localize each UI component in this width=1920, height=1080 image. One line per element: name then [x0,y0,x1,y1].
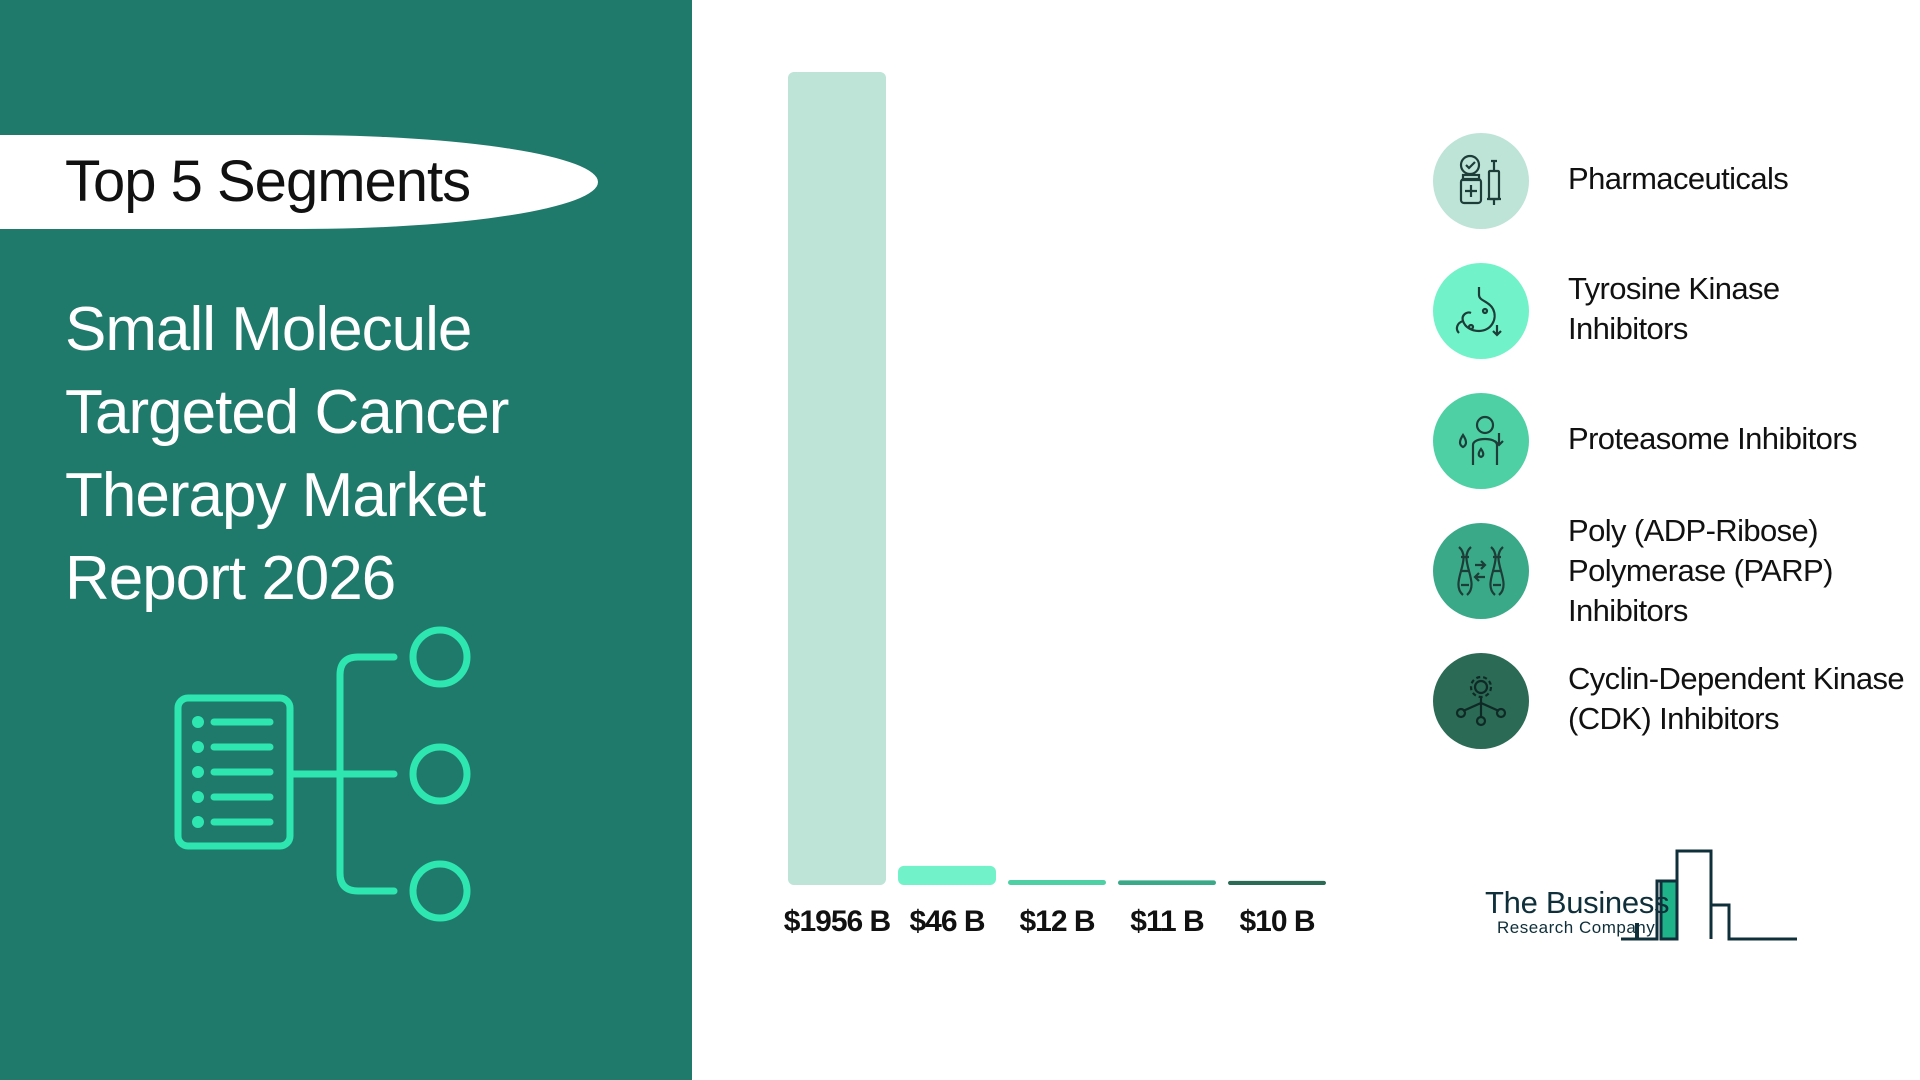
document-lines [192,716,274,828]
legend-label-5: Cyclin-Dependent Kinase (CDK) Inhibitors [1568,659,1905,739]
bar-value-label-1: $1956 B [784,905,891,938]
bar-value-label-3: $12 B [1019,905,1094,938]
brand-bars-icon [1621,849,1797,941]
legend-item-tyrosine-kinase: Tyrosine Kinase Inhibitors [1433,263,1913,359]
legend-label-4: Poly (ADP-Ribose) Polymerase (PARP) Inhi… [1568,511,1833,631]
bar-1 [788,72,886,885]
legend-label-3-line-1: Proteasome Inhibitors [1568,421,1858,456]
legend-circle-4 [1433,523,1529,619]
patient-dehydration-icon [1458,415,1504,465]
brand-name-line-1: The Business [1485,885,1670,920]
legend-label-4-line-3: Inhibitors [1568,593,1688,628]
bar-value-label-4: $11 B [1130,905,1204,938]
legend-label-4-line-1: Poly (ADP-Ribose) [1568,513,1819,548]
dna-icon [1457,546,1505,596]
report-title-line-1: Small Molecule [65,295,472,364]
bars-group [788,72,1326,885]
stomach-icon [1455,287,1502,337]
branch-connectors [286,653,398,895]
header-pill [0,135,598,229]
legend-label-2-line-2: Inhibitors [1568,311,1688,346]
bar-3 [1008,880,1106,885]
legend-label-4-line-2: Polymerase (PARP) [1568,553,1833,588]
bar-2 [898,865,996,885]
report-title-line-4: Report 2026 [65,544,396,613]
report-title-line-3: Therapy Market [65,461,486,530]
legend-label-1: Pharmaceuticals [1568,159,1789,199]
bar-value-label-5: $10 B [1239,905,1314,938]
legend-item-cdk: Cyclin-Dependent Kinase (CDK) Inhibitors [1433,653,1913,749]
branch-node-middle [409,743,471,805]
legend-item-proteasome: Proteasome Inhibitors [1433,393,1913,489]
legend-label-5-line-1: Cyclin-Dependent Kinase [1568,661,1905,696]
gear-network-icon [1455,675,1507,727]
legend-label-2-line-1: Tyrosine Kinase [1568,271,1780,306]
legend-label-3: Proteasome Inhibitors [1568,419,1858,459]
branch-node-top [409,626,471,688]
segments-tree-icon [174,626,471,922]
brand-name-line-2: Research Company [1497,918,1656,937]
legend-circle-2 [1433,263,1529,359]
left-panel: Top 5 Segments Small Molecule Targeted C… [0,0,692,1080]
page-header-title: Top 5 Segments [65,149,471,214]
legend-label-2: Tyrosine Kinase Inhibitors [1568,269,1780,349]
medicine-syringe-icon [1459,154,1501,205]
report-title-line-2: Targeted Cancer [65,378,509,447]
bar-4 [1118,880,1216,885]
bar-5 [1228,880,1326,885]
legend-label-1-line-1: Pharmaceuticals [1568,161,1789,196]
branch-node-bottom [409,860,471,922]
legend-circle-1 [1433,133,1529,229]
report-title: Small Molecule Targeted Cancer Therapy M… [65,288,665,620]
legend-item-pharmaceuticals: Pharmaceuticals [1433,133,1913,229]
value-labels-group: $1956 B $46 B $12 B $11 B $10 B [784,905,1316,938]
legend-circle-3 [1433,393,1529,489]
bar-chart: $1956 B $46 B $12 B $11 B $10 B [784,72,1326,938]
legend-item-parp: Poly (ADP-Ribose) Polymerase (PARP) Inhi… [1433,513,1913,628]
brand-logo: The Business Research Company [1485,845,1797,945]
legend-circle-5 [1433,653,1529,749]
legend-label-5-line-2: (CDK) Inhibitors [1568,701,1780,736]
bar-value-label-2: $46 B [909,905,984,938]
